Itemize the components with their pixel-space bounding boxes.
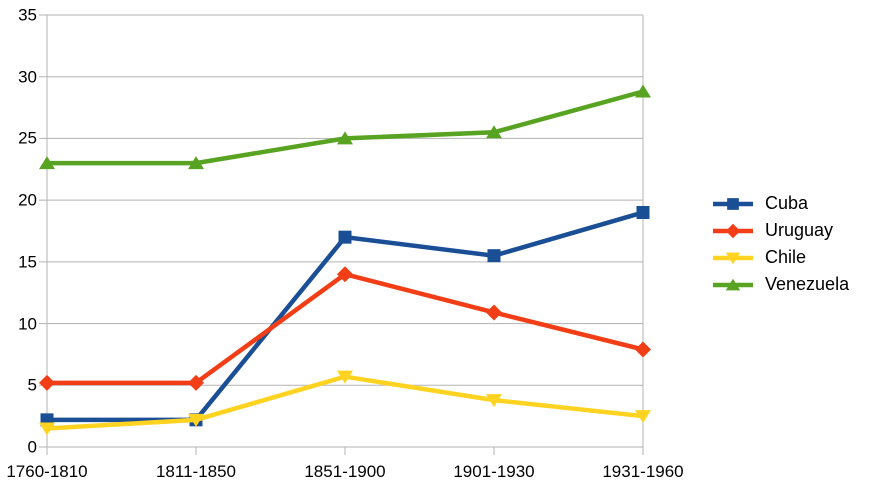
y-axis-tick-label: 25 bbox=[18, 128, 37, 148]
legend-label: Chile bbox=[765, 247, 807, 267]
data-marker-venezuela bbox=[337, 131, 353, 145]
legend-marker-triangle-down bbox=[725, 252, 741, 264]
data-marker-chile bbox=[337, 370, 353, 384]
data-marker-venezuela bbox=[188, 156, 204, 170]
y-axis-tick-label: 30 bbox=[18, 67, 37, 87]
series-line-venezuela bbox=[47, 89, 644, 166]
data-marker-uruguay bbox=[39, 374, 55, 391]
series-line-uruguay bbox=[47, 271, 644, 386]
y-axis-tick-label: 0 bbox=[27, 437, 37, 457]
data-marker-chile bbox=[486, 394, 502, 408]
data-marker-uruguay bbox=[188, 374, 204, 391]
legend-key-triangle-down-icon bbox=[713, 252, 753, 264]
data-marker-chile bbox=[635, 410, 651, 424]
legend-item-venezuela: Venezuela bbox=[713, 271, 849, 298]
legend-key-square-icon bbox=[713, 197, 753, 210]
y-axis-tick-label: 5 bbox=[27, 375, 37, 395]
data-marker-venezuela bbox=[486, 125, 502, 139]
legend-label: Cuba bbox=[765, 193, 809, 213]
data-marker-uruguay bbox=[337, 266, 353, 283]
legend-marker-square bbox=[727, 197, 739, 210]
legend-key-triangle-up-icon bbox=[713, 278, 753, 290]
legend-key-diamond-icon bbox=[713, 223, 753, 238]
legend-item-chile: Chile bbox=[713, 244, 849, 271]
x-axis-tick-label: 1851-1900 bbox=[304, 462, 386, 481]
legend-marker-diamond bbox=[725, 223, 741, 238]
legend: Cuba Uruguay Chile Venezuela bbox=[713, 190, 849, 298]
data-marker-venezuela bbox=[635, 84, 651, 98]
data-marker-cuba bbox=[487, 249, 501, 263]
data-marker-uruguay bbox=[635, 341, 651, 358]
legend-item-cuba: Cuba bbox=[713, 190, 849, 217]
y-axis-tick-label: 15 bbox=[18, 252, 37, 272]
legend-item-uruguay: Uruguay bbox=[713, 217, 849, 244]
x-axis-tick-label: 1901-1930 bbox=[453, 462, 535, 481]
x-axis-tick-label: 1931-1960 bbox=[602, 462, 684, 481]
x-axis-tick-label: 1811-1850 bbox=[155, 462, 237, 481]
y-axis-tick-label: 10 bbox=[18, 314, 37, 334]
data-marker-chile bbox=[39, 422, 55, 436]
y-axis-tick-label: 20 bbox=[18, 190, 37, 210]
data-marker-uruguay bbox=[486, 304, 502, 321]
legend-label: Venezuela bbox=[765, 274, 850, 294]
data-marker-cuba bbox=[636, 205, 650, 219]
y-axis-tick-label: 35 bbox=[18, 5, 37, 25]
x-axis-tick-label: 1760-1810 bbox=[6, 462, 88, 481]
data-marker-cuba bbox=[338, 230, 352, 244]
legend-label: Uruguay bbox=[765, 220, 834, 240]
data-marker-venezuela bbox=[39, 156, 55, 170]
data-marker-chile bbox=[188, 413, 204, 427]
legend-marker-triangle-up bbox=[725, 278, 741, 290]
